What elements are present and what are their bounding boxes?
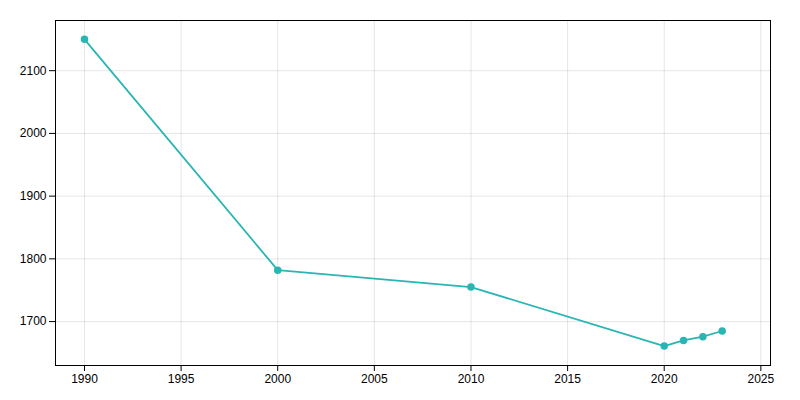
svg-text:2000: 2000: [264, 372, 291, 386]
svg-text:2005: 2005: [361, 372, 388, 386]
svg-text:2015: 2015: [554, 372, 581, 386]
svg-text:1990: 1990: [71, 372, 98, 386]
svg-text:2010: 2010: [458, 372, 485, 386]
svg-text:2020: 2020: [651, 372, 678, 386]
svg-text:1800: 1800: [20, 252, 47, 266]
svg-text:2025: 2025: [747, 372, 774, 386]
svg-text:1900: 1900: [20, 189, 47, 203]
svg-text:1995: 1995: [168, 372, 195, 386]
svg-text:1700: 1700: [20, 314, 47, 328]
svg-text:2000: 2000: [20, 126, 47, 140]
svg-text:2100: 2100: [20, 64, 47, 78]
